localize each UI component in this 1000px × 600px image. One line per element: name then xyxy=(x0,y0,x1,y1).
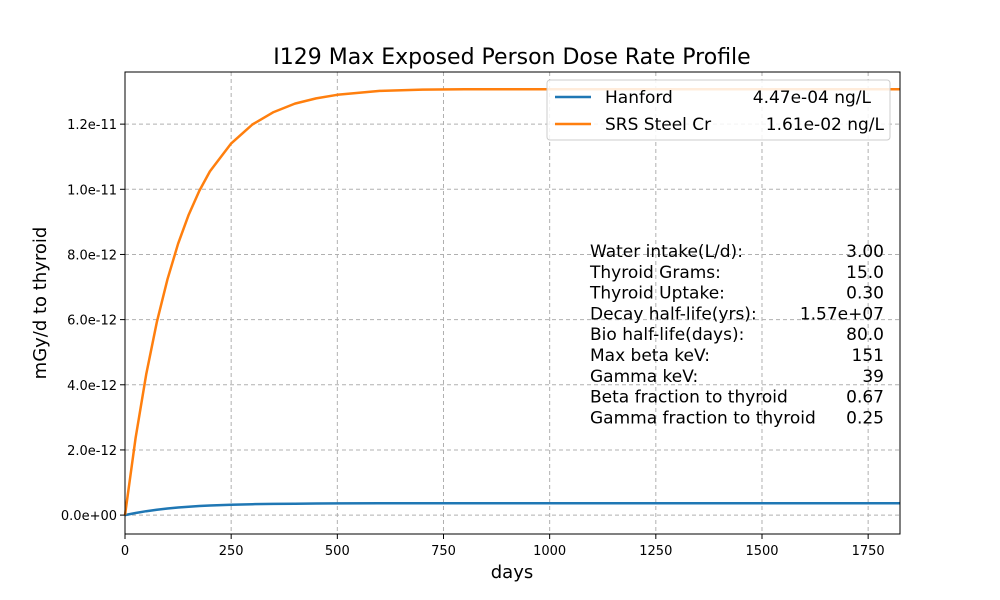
y-tick-label: 2.0e-12 xyxy=(67,444,117,459)
y-tick-label: 8.0e-12 xyxy=(67,248,117,263)
axis-ticks: 0 250 500 750 1000 1250 1500 1750 0.0e+00 2.0e-12… xyxy=(61,118,885,559)
parameter-label: Gamma keV: xyxy=(590,367,698,387)
chart-title: I129 Max Exposed Person Dose Rate Profil… xyxy=(273,45,750,70)
legend-box xyxy=(546,79,891,141)
legend-label-srs: SRS Steel Cr xyxy=(605,115,711,135)
parameter-value: 15.0 xyxy=(846,263,884,283)
parameter-label: Water intake(L/d): xyxy=(590,242,743,262)
parameter-label: Thyroid Uptake: xyxy=(589,284,725,304)
x-tick-label: 750 xyxy=(431,544,456,559)
y-tick-label: 4.0e-12 xyxy=(67,379,117,394)
parameter-label: Gamma fraction to thyroid xyxy=(590,408,816,428)
x-tick-label: 1750 xyxy=(852,544,885,559)
legend-value-hanford: 4.47e-04 ng/L xyxy=(753,88,872,108)
parameter-label: Bio half-life(days): xyxy=(590,325,744,345)
parameter-value: 0.30 xyxy=(846,284,884,304)
legend-label-hanford: Hanford xyxy=(605,88,673,108)
x-tick-label: 1000 xyxy=(533,544,566,559)
parameter-value: 0.67 xyxy=(846,388,884,408)
y-tick-label: 1.2e-11 xyxy=(67,118,117,133)
x-tick-label: 250 xyxy=(219,544,244,559)
grid xyxy=(124,72,900,534)
y-tick-label: 6.0e-12 xyxy=(67,314,117,329)
legend: Hanford 4.47e-04 ng/L SRS Steel Cr 1.61e… xyxy=(546,79,891,141)
x-tick-label: 500 xyxy=(325,544,350,559)
y-tick-label: 1.0e-11 xyxy=(67,183,117,198)
x-axis-label: days xyxy=(491,562,534,583)
y-tick-label: 0.0e+00 xyxy=(61,509,117,524)
legend-value-srs: 1.61e-02 ng/L xyxy=(766,115,885,135)
plot-frame xyxy=(124,71,901,535)
parameter-value: 80.0 xyxy=(846,325,884,345)
parameter-value: 151 xyxy=(852,346,884,366)
parameter-value: 39 xyxy=(862,367,884,387)
parameter-value: 0.25 xyxy=(846,408,884,428)
parameter-label: Max beta keV: xyxy=(590,346,710,366)
series-line-hanford xyxy=(124,502,900,517)
y-axis-label: mGy/d to thyroid xyxy=(30,227,51,380)
x-tick-label: 1500 xyxy=(745,544,778,559)
parameter-table: Water intake(L/d): 3.00 Thyroid Grams: 15.0… xyxy=(589,242,884,428)
parameter-label: Beta fraction to thyroid xyxy=(590,388,788,408)
parameter-value: 3.00 xyxy=(846,242,884,262)
parameter-value: 1.57e+07 xyxy=(800,304,884,324)
x-tick-label: 1250 xyxy=(639,544,672,559)
parameter-label: Thyroid Grams: xyxy=(589,263,721,283)
x-tick-label: 0 xyxy=(121,544,129,559)
parameter-label: Decay half-life(yrs): xyxy=(590,304,757,324)
